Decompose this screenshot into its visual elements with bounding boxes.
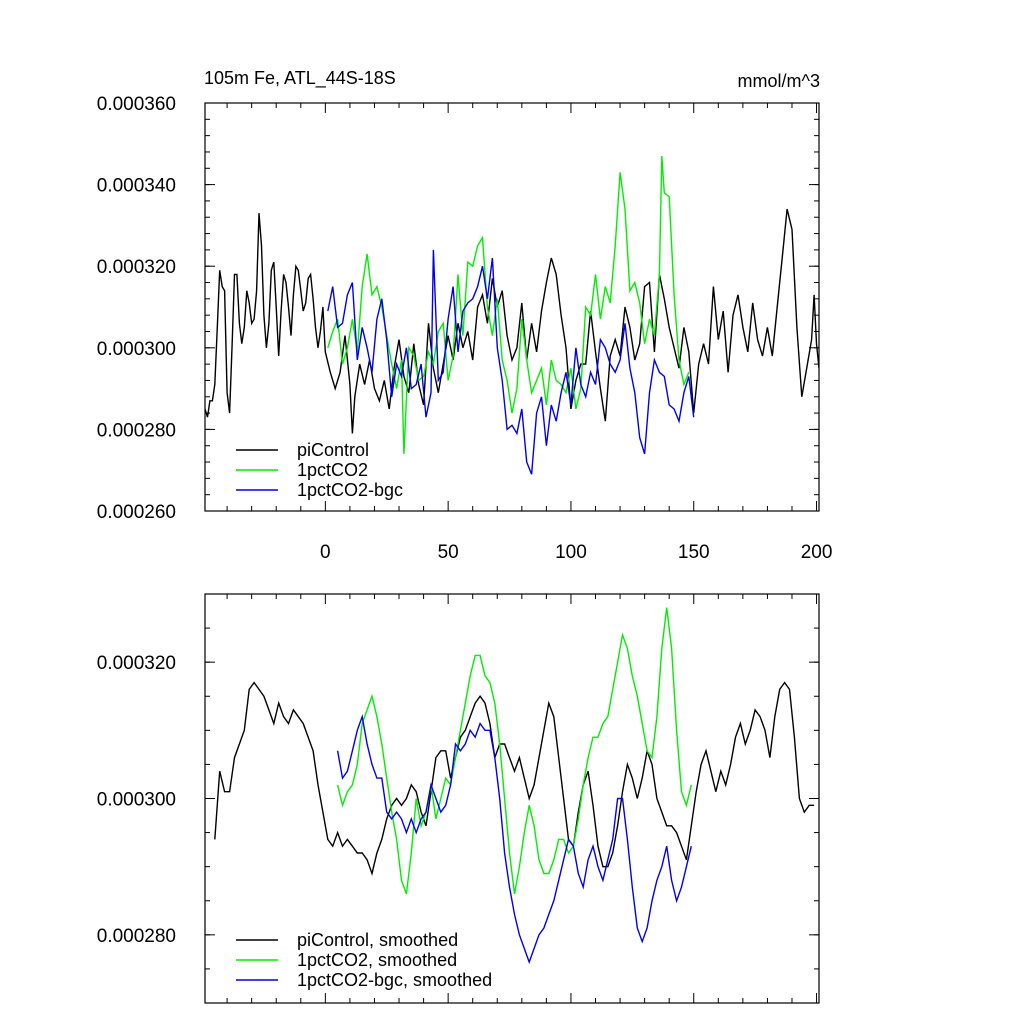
y-tick-label: 0.000320 [97,653,176,674]
y-tick-label: 0.000340 [97,176,176,197]
legend-label: piControl, smoothed [297,930,458,950]
series-line [336,607,692,895]
x-tick-label: 50 [438,542,459,563]
series-line [327,155,690,454]
series-line [205,208,819,434]
figure-units: mmol/m^3 [738,71,820,91]
y-tick-label: 0.000300 [97,790,176,811]
legend-label: piControl [297,440,369,460]
x-tick-label: 0 [320,542,331,563]
y-tick-label: 0.000260 [97,502,176,523]
legend-label: 1pctCO2 [297,460,368,480]
plot-frame [204,102,820,512]
y-tick-label: 0.000280 [97,926,176,947]
series-line [336,714,692,965]
x-tick-label: 200 [801,542,833,563]
bottom-chart: 0.000280 0.000300 0.000320 piControl, smoot… [97,593,820,1004]
x-tick-label: 100 [555,542,587,563]
series-line [214,681,815,876]
y-tick-label: 0.000280 [97,420,176,441]
y-tick-label: 0.000360 [97,94,176,115]
series-line [327,249,695,475]
legend-label: 1pctCO2-bgc, smoothed [297,970,492,990]
x-tick-label: 150 [678,542,710,563]
y-tick-label: 0.000320 [97,257,176,278]
figure-title: 105m Fe, ATL_44S-18S [204,68,396,89]
y-tick-label: 0.000300 [97,339,176,360]
legend-label: 1pctCO2-bgc [297,480,403,500]
top-chart: 0.000260 0.000280 0.000300 0.000320 0.000340… [97,94,833,563]
legend-label: 1pctCO2, smoothed [297,950,457,970]
